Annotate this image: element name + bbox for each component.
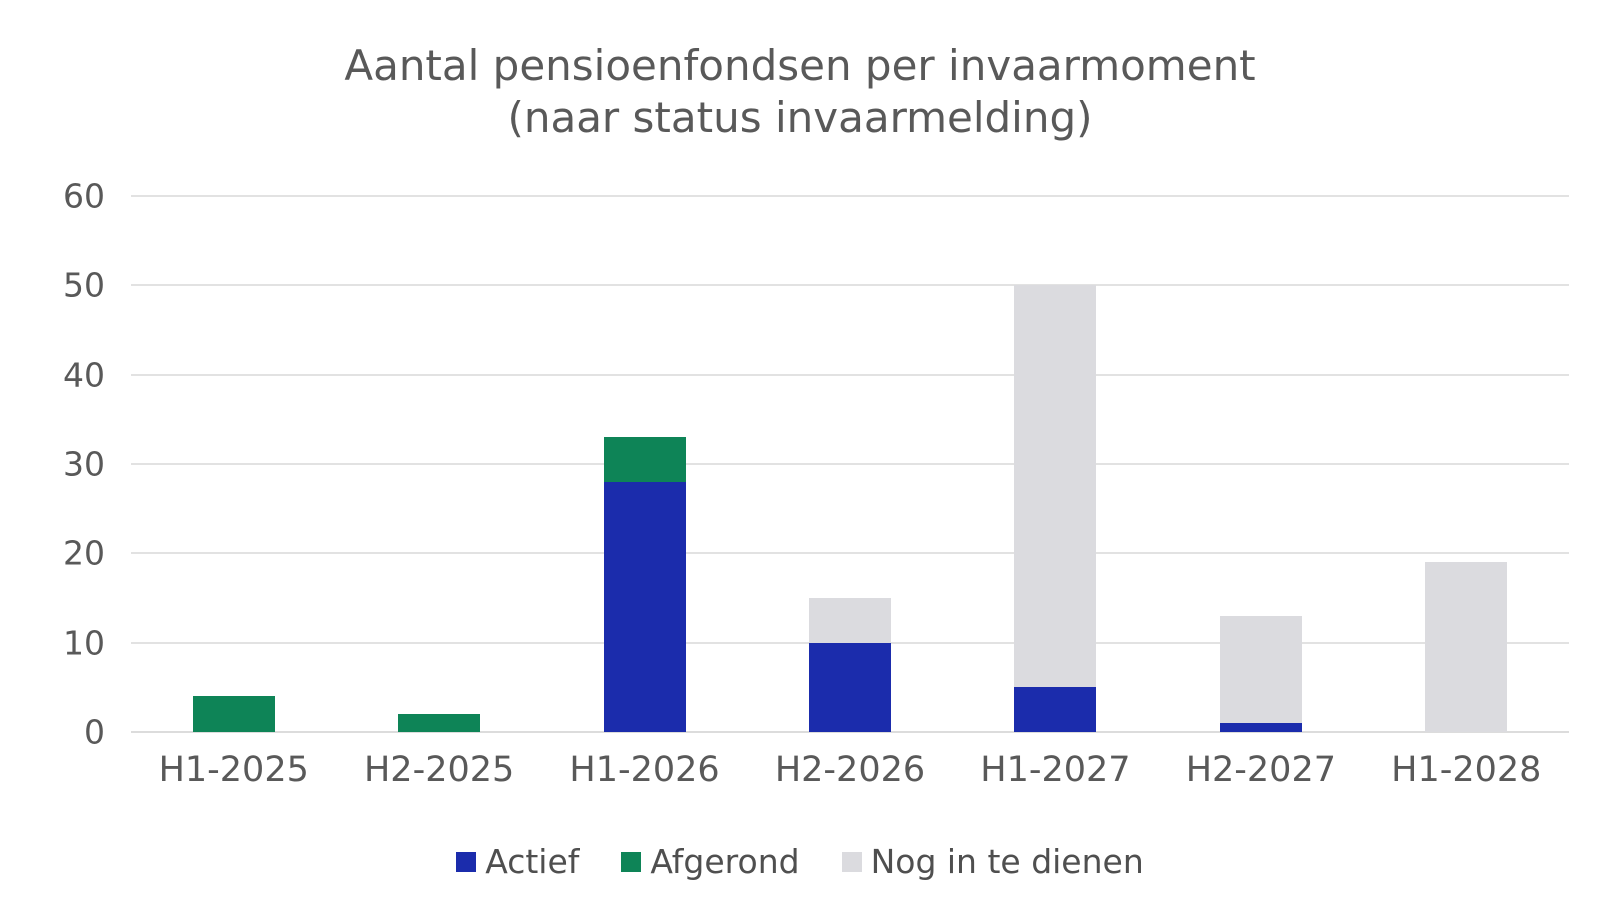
bar-segment bbox=[603, 437, 686, 482]
legend-item: Nog in te dienen bbox=[841, 842, 1144, 881]
gridline bbox=[131, 463, 1569, 465]
y-axis-tick-label: 20 bbox=[63, 533, 105, 573]
bar-segment bbox=[809, 642, 891, 732]
x-axis-category-label: H1-2027 bbox=[980, 750, 1131, 790]
bar-segment bbox=[1014, 687, 1097, 732]
x-axis: H1-2025 H2-2025 H1-2026 H2-2026 H1-2027 H2-20… bbox=[131, 750, 1569, 798]
bar-segment bbox=[1219, 723, 1302, 732]
y-axis-tick-label: 0 bbox=[84, 712, 105, 752]
bar-segment bbox=[809, 598, 891, 643]
legend-color-marker bbox=[841, 851, 862, 872]
x-axis-category-label: H2-2027 bbox=[1185, 750, 1336, 790]
x-axis-category-label: H1-2028 bbox=[1391, 750, 1542, 790]
legend-item: Actief bbox=[456, 842, 579, 881]
x-axis-category-label: H1-2026 bbox=[569, 750, 720, 790]
legend-label: Actief bbox=[485, 842, 580, 881]
chart-title-line-1: Aantal pensioenfondsen per invaarmoment bbox=[344, 41, 1256, 90]
plot-area bbox=[131, 195, 1569, 733]
legend-label: Nog in te dienen bbox=[870, 842, 1144, 881]
chart-title-line-2: (naar status invaarmelding) bbox=[507, 93, 1093, 143]
x-axis-category-label: H2-2026 bbox=[774, 750, 926, 790]
bar-segment bbox=[1219, 615, 1302, 724]
bar-segment bbox=[192, 696, 275, 732]
legend-color-marker bbox=[456, 851, 477, 872]
legend-label: Afgerond bbox=[650, 842, 800, 881]
gridline bbox=[131, 284, 1569, 287]
y-axis-tick-label: 50 bbox=[63, 265, 105, 305]
x-axis-category-label: H2-2025 bbox=[363, 750, 515, 790]
y-axis-tick-label: 30 bbox=[63, 444, 105, 484]
gridline bbox=[131, 731, 1569, 733]
bar-segment bbox=[1425, 562, 1508, 732]
gridline bbox=[131, 195, 1569, 197]
y-axis-tick-label: 40 bbox=[63, 355, 105, 395]
bar-segment bbox=[603, 481, 686, 732]
gridline bbox=[131, 552, 1569, 555]
y-axis: 0 10 20 30 40 50 60 bbox=[0, 177, 105, 752]
gridline bbox=[131, 373, 1569, 376]
chart-title: Aantal pensioenfondsen per invaarmoment … bbox=[0, 40, 1600, 144]
bar-segment bbox=[1014, 285, 1097, 688]
legend-color-marker bbox=[621, 851, 642, 872]
legend-item: Afgerond bbox=[621, 842, 800, 881]
legend: Actief Afgerond Nog in te dienen bbox=[0, 842, 1600, 881]
bar-segment bbox=[398, 714, 481, 732]
y-axis-tick-label: 10 bbox=[63, 623, 105, 663]
x-axis-category-label: H1-2025 bbox=[158, 750, 309, 790]
y-axis-tick-label: 60 bbox=[63, 176, 105, 216]
